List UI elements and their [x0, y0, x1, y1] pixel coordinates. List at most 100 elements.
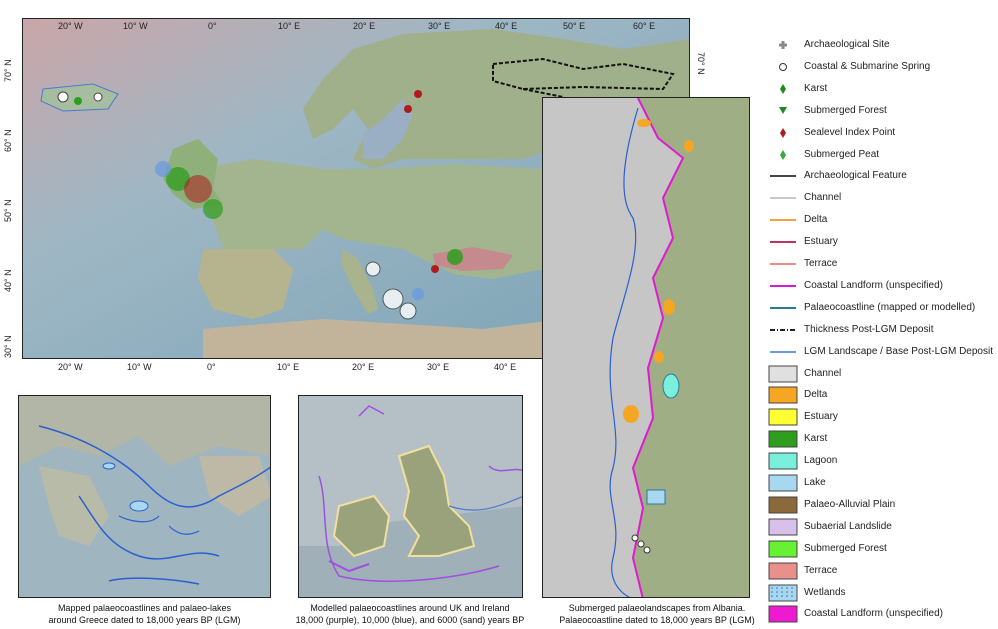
lon-tick-bottom: 20° E: [352, 362, 375, 372]
lon-tick-bottom: 0°: [207, 362, 216, 372]
legend-item-point: Sealevel Index Point: [768, 124, 998, 142]
lon-tick-bottom: 10° E: [277, 362, 300, 372]
polygon-symbol: [768, 452, 798, 470]
polygon-symbol: [768, 408, 798, 426]
uk-caption-line1: Modelled palaeocoastlines around UK and …: [310, 603, 510, 613]
legend-item-polygon: Subaerial Landslide: [768, 518, 998, 536]
circle-icon: [779, 62, 787, 71]
legend-item-line: Coastal Landform (unspecified): [768, 277, 998, 295]
lon-tick-top: 40° E: [495, 21, 518, 31]
polygon-symbol: [768, 474, 798, 492]
uk-caption: Modelled palaeocoastlines around UK and …: [285, 602, 535, 626]
uk-ireland-inset-map: [298, 395, 523, 598]
legend-label: Delta: [804, 214, 828, 226]
lon-tick-top: 60° E: [633, 21, 656, 31]
baltic-sea: [363, 99, 413, 159]
legend-label: Delta: [804, 389, 828, 401]
legend-item-polygon: Estuary: [768, 408, 998, 426]
polygon-symbol: [768, 386, 798, 404]
lon-tick-bottom: 10° W: [127, 362, 152, 372]
iceland-data-cluster: [57, 91, 103, 105]
ireland-landmass: [332, 494, 391, 558]
greece-caption-line1: Mapped palaeocoastlines and palaeo-lakes: [57, 603, 232, 613]
lat-tick-left: 60° N: [3, 129, 13, 152]
legend-label: Coastal Landform (unspecified): [804, 608, 943, 620]
albania-caption-line2: Palaeocoastline dated to 18,000 years BP…: [559, 615, 755, 625]
uk-caption-line2: 18,000 (purple), 10,000 (blue), and 6000…: [295, 615, 525, 625]
legend-label: Coastal Landform (unspecified): [804, 279, 943, 291]
legend-label: Wetlands: [804, 586, 846, 598]
lat-tick-right: 70° N: [696, 52, 706, 75]
legend-label: Submerged Peat: [804, 148, 880, 160]
line-symbol: [770, 306, 796, 309]
lon-tick-top: 10° W: [123, 21, 148, 31]
polygon-symbol: [768, 365, 798, 382]
lat-tick-left: 70° N: [3, 59, 13, 82]
delta-polygon: [637, 119, 651, 127]
legend-item-point: Archaeological Site: [768, 36, 998, 54]
legend-label: Thickness Post-LGM Deposit: [804, 323, 934, 335]
legend-item-line: Thickness Post-LGM Deposit: [768, 321, 998, 339]
legend-label: Submerged Forest: [804, 542, 887, 554]
line-symbol: [770, 328, 796, 331]
legend-item-line: Channel: [768, 189, 998, 207]
lat-tick-left: 40° N: [3, 269, 13, 292]
delta-polygon: [654, 351, 664, 363]
legend-label: Palaeo-Alluvial Plain: [804, 498, 896, 510]
legend-label: Palaeocoastline (mapped or modelled): [804, 301, 976, 313]
cross-icon: [779, 41, 787, 49]
legend-item-polygon: Lagoon: [768, 452, 998, 470]
legend-label: Archaeological Feature: [804, 170, 907, 182]
legend-label: Sealevel Index Point: [804, 126, 896, 138]
legend-label: LGM Landscape / Base Post-LGM Deposit: [804, 345, 993, 357]
legend-item-polygon: Delta: [768, 386, 998, 404]
legend-label: Archaeological Site: [804, 39, 890, 50]
legend-item-polygon: Submerged Forest: [768, 540, 998, 558]
greece-map-graphic: [19, 396, 270, 597]
legend-item-polygon: Palaeo-Alluvial Plain: [768, 496, 998, 514]
legend-item-line: Archaeological Feature: [768, 167, 998, 185]
line-symbol: [770, 263, 796, 265]
greece-caption-line2: around Greece dated to 18,000 years BP (…: [48, 615, 241, 625]
british-isles-data-cluster: [155, 161, 223, 219]
polygon-symbol: [768, 430, 798, 448]
polygon-symbol: [768, 562, 798, 580]
legend-label: Channel: [804, 367, 842, 379]
lon-tick-top: 30° E: [428, 21, 451, 31]
delta-polygon: [663, 299, 675, 315]
coastal-landform-line: [631, 98, 685, 597]
great-britain-landmass: [397, 444, 476, 557]
lgm-palaeocoastline: [609, 107, 639, 597]
aegean-data-cluster: [365, 261, 424, 320]
legend-label: Lake: [804, 477, 826, 488]
legend-item-polygon: Channel: [768, 365, 998, 383]
albania-map-graphic: [543, 98, 749, 597]
black-sea-data-cluster: [431, 249, 463, 273]
lon-tick-bottom: 40° E: [494, 362, 517, 372]
legend-item-point: Karst: [768, 80, 998, 98]
line-symbol: [770, 219, 796, 222]
albania-caption: Submerged palaeolandscapes from Albania.…: [548, 602, 766, 626]
lon-tick-bottom: 30° E: [427, 362, 450, 372]
diamond-icon: [780, 83, 786, 94]
greece-caption: Mapped palaeocoastlines and palaeo-lakes…: [18, 602, 271, 626]
map-legend: Archaeological Site Coastal & Submarine S…: [768, 36, 998, 626]
legend-label: Coastal & Submarine Spring: [804, 60, 931, 72]
legend-label: Karst: [804, 433, 828, 445]
lon-tick-top: 50° E: [563, 21, 586, 31]
albania-inset-map: [542, 97, 750, 598]
legend-item-line: Delta: [768, 211, 998, 229]
line-symbol: [770, 241, 796, 244]
line-symbol: [770, 197, 796, 200]
albania-caption-line1: Submerged palaeolandscapes from Albania.: [568, 603, 746, 613]
polygon-symbol: [768, 584, 798, 601]
lon-tick-top: 20° E: [353, 21, 376, 31]
polygon-symbol: [768, 540, 798, 558]
legend-item-line: Estuary: [768, 233, 998, 251]
lon-tick-top: 10° E: [278, 21, 301, 31]
lon-tick-top: 20° W: [58, 21, 83, 31]
legend-item-polygon: Lake: [768, 474, 998, 492]
legend-label: Channel: [804, 192, 842, 204]
legend-label: Estuary: [804, 411, 838, 423]
albania-land: [633, 98, 749, 597]
